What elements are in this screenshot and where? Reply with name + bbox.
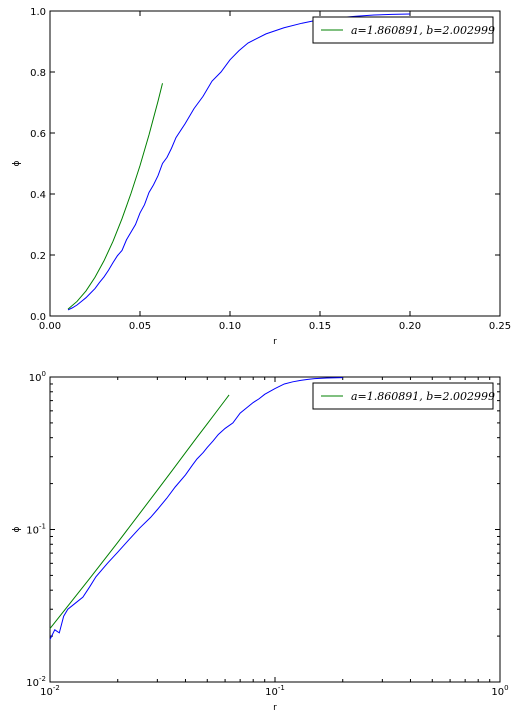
y-tick-label-base: 10 — [29, 373, 42, 384]
y-tick-label: 0.0 — [30, 312, 46, 323]
y-axis-label: ϕ — [12, 526, 22, 532]
y-tick-label: 10-1 — [26, 523, 46, 537]
y-tick-label: 0.4 — [30, 190, 46, 201]
y-tick-label-base: 10 — [26, 526, 39, 537]
x-tick-label: 10-1 — [265, 684, 285, 698]
plot-frame — [50, 11, 500, 316]
x-tick-label-exponent: -1 — [278, 684, 285, 692]
series-line-1 — [50, 395, 229, 629]
series-line-1 — [68, 83, 163, 309]
x-tick-label-exponent: -2 — [53, 684, 60, 692]
y-axis-label: ϕ — [12, 160, 22, 166]
plot-frame — [50, 377, 500, 682]
x-tick-label: 0.20 — [399, 321, 421, 332]
y-tick-label: 1.0 — [30, 7, 46, 18]
y-tick-label-exponent: -2 — [39, 675, 46, 683]
x-tick-label-exponent: 0 — [504, 684, 508, 692]
y-tick-label: 100 — [29, 370, 46, 384]
y-tick-label-base: 10 — [26, 678, 39, 689]
series-line-0 — [68, 14, 410, 310]
chart-linear: 0.00 0.05 0.10 0.15 0.20 0.250.00.20.40.60.81… — [12, 7, 511, 347]
legend: a=1.860891, b=2.002999 — [313, 383, 495, 409]
x-tick-label: 10-2 — [40, 684, 60, 698]
legend-label: a=1.860891, b=2.002999 — [351, 24, 495, 37]
x-axis-label: r — [273, 703, 277, 713]
y-tick-label-exponent: -1 — [39, 523, 46, 531]
x-tick-label: 0.10 — [219, 321, 241, 332]
y-tick-label: 0.2 — [30, 251, 46, 262]
legend: a=1.860891, b=2.002999 — [313, 17, 495, 43]
y-tick-label: 0.6 — [30, 129, 46, 140]
x-tick-label: 100 — [491, 684, 508, 698]
x-tick-label-base: 10 — [491, 687, 504, 698]
x-tick-label-base: 10 — [40, 687, 53, 698]
x-tick-label: 0.15 — [309, 321, 331, 332]
legend-label: a=1.860891, b=2.002999 — [351, 390, 495, 403]
series-line-0 — [50, 378, 343, 640]
x-axis-label: r — [273, 337, 277, 347]
x-tick-label-base: 10 — [265, 687, 278, 698]
y-tick-label-exponent: 0 — [42, 370, 46, 378]
y-tick-label: 0.8 — [30, 68, 46, 79]
x-tick-label: 0.05 — [129, 321, 151, 332]
x-tick-label: 0.25 — [489, 321, 511, 332]
